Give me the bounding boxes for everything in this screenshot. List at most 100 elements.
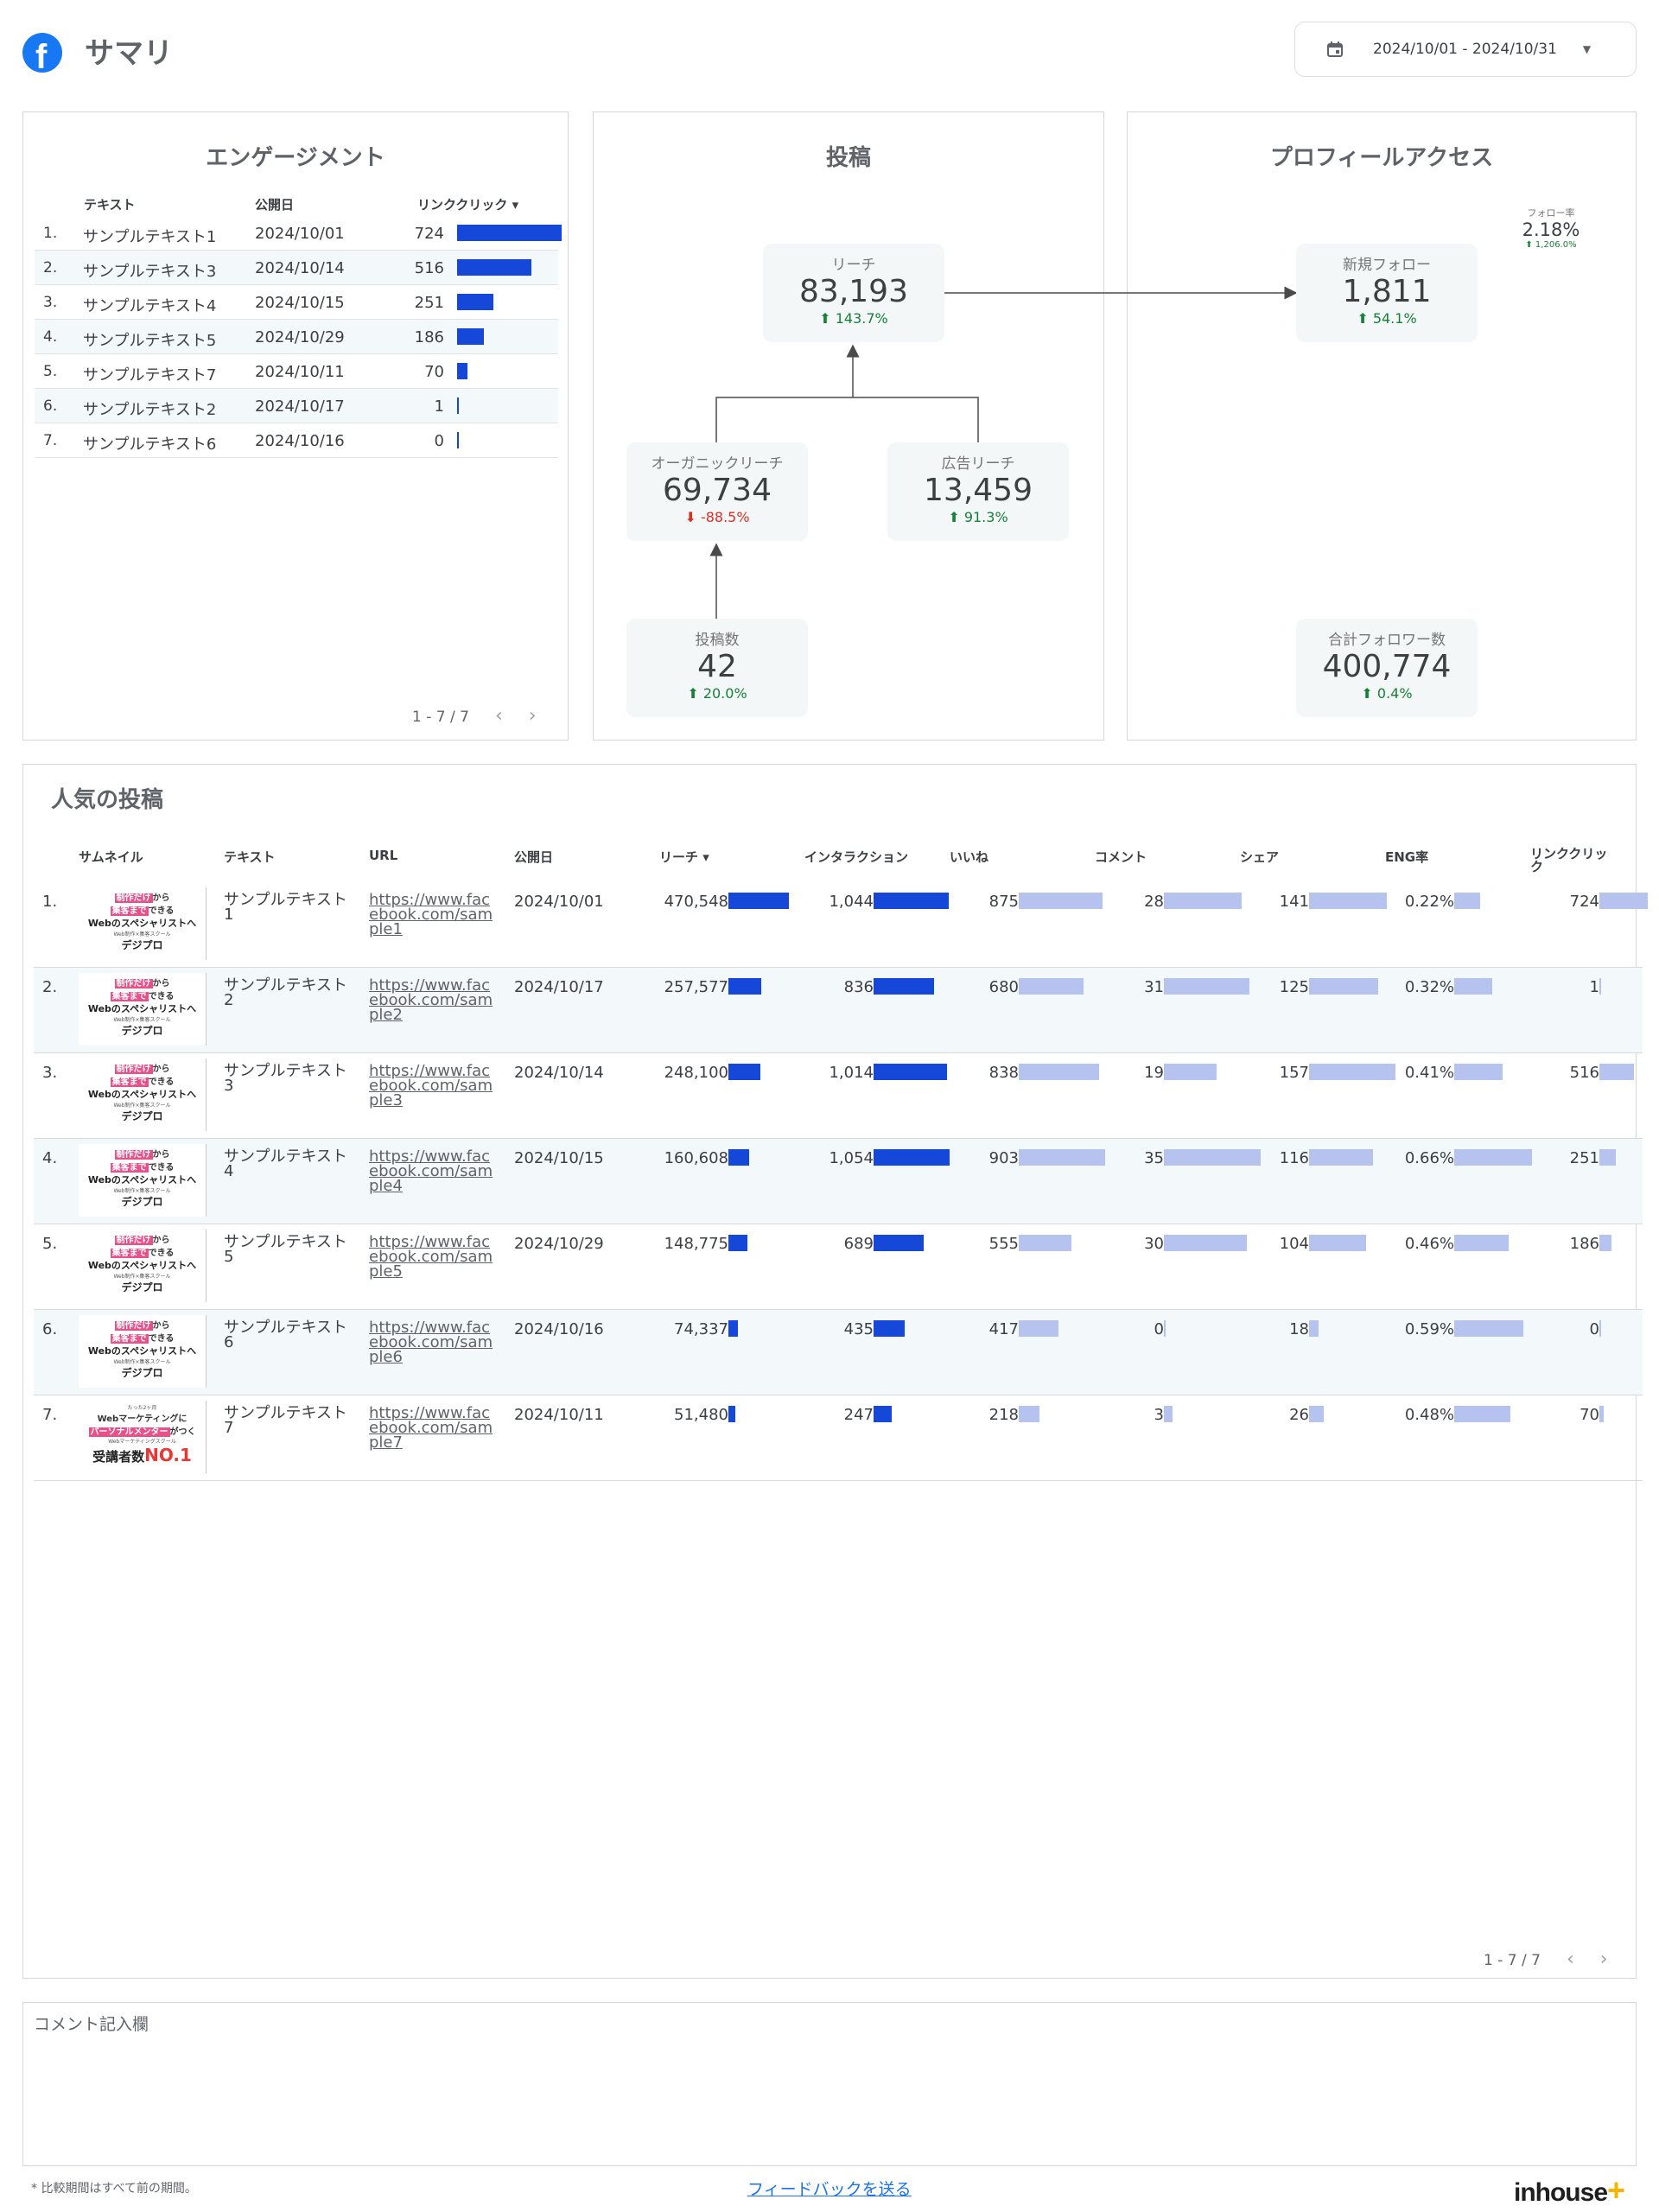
column-header-text[interactable]: テキスト	[84, 197, 136, 213]
row-url-link[interactable]: https://www.facebook.com/sample1	[369, 891, 493, 938]
table-row[interactable]: 1. サンプルテキスト1 2024/10/01 724	[35, 216, 562, 251]
chevron-right-icon[interactable]: ›	[528, 705, 537, 727]
table-row[interactable]: 2. 制作だけ から 集客まで できる Webのスペシャリストへ Web制作×集客ス…	[34, 968, 1643, 1053]
row-shares: 18	[1289, 1320, 1309, 1338]
thumb-highlight: 制作だけ	[114, 1150, 153, 1160]
row-url-link[interactable]: https://www.facebook.com/sample3	[369, 1062, 493, 1109]
inter-bar	[874, 1235, 924, 1251]
column-header-link-clicks[interactable]: リンククリック ▾	[417, 197, 519, 213]
row-number: 1.	[42, 893, 58, 911]
table-row[interactable]: 4. サンプルテキスト5 2024/10/29 186	[35, 320, 558, 354]
comments-bar	[1164, 978, 1250, 995]
table-row[interactable]: 2. サンプルテキスト3 2024/10/14 516	[35, 251, 558, 285]
thumb-highlight: 集客まで	[110, 1249, 149, 1258]
row-number: 4.	[43, 328, 58, 346]
post-thumbnail[interactable]: 制作だけ から 集客まで できる Webのスペシャリストへ Web制作×集客スクール…	[79, 1058, 207, 1131]
post-thumbnail[interactable]: 制作だけ から 集客まで できる Webのスペシャリストへ Web制作×集客スクール…	[79, 887, 207, 960]
row-comments: 28	[1144, 893, 1164, 911]
chevron-left-icon[interactable]: ‹	[494, 705, 503, 727]
kpi-value: 83,193	[799, 274, 908, 309]
post-thumbnail[interactable]: 制作だけ から 集客まで できる Webのスペシャリストへ Web制作×集客スクール…	[79, 973, 207, 1046]
row-text: サンプルテキスト4	[83, 297, 217, 315]
row-comments: 31	[1144, 978, 1164, 996]
eng-bar	[1454, 1149, 1532, 1166]
column-header-interaction[interactable]: インタラクション	[804, 849, 909, 865]
row-eng: 0.32%	[1404, 978, 1454, 996]
column-header-link-clicks[interactable]: リンククリック	[1530, 846, 1608, 874]
row-likes: 680	[988, 978, 1019, 996]
reach-bar	[728, 1235, 748, 1251]
kpi-reach: リーチ 83,193 ⬆ 143.7%	[763, 244, 944, 342]
comments-bar	[1164, 1406, 1173, 1422]
clicks-bar	[1599, 1064, 1634, 1080]
kpi-total-followers: 合計フォロワー数 400,774 ⬆ 0.4%	[1296, 619, 1478, 717]
row-likes: 417	[988, 1320, 1019, 1338]
brand-logo: inhouse+	[1514, 2172, 1625, 2209]
row-reach: 74,337	[674, 1320, 728, 1338]
post-thumbnail[interactable]: 制作だけ から 集客まで できる Webのスペシャリストへ Web制作×集客スクール…	[79, 1230, 207, 1302]
post-thumbnail[interactable]: たった2ヶ月 Webマーケティングに パーソナルメンター がつく Webマーケティ…	[79, 1401, 207, 1473]
row-likes: 218	[988, 1406, 1019, 1424]
thumb-caption: Web制作×集客スクール	[113, 931, 171, 938]
thumb-caption: Webのスペシャリストへ	[87, 1260, 197, 1271]
row-url-link[interactable]: https://www.facebook.com/sample5	[369, 1233, 493, 1281]
column-header-likes[interactable]: いいね	[950, 849, 989, 865]
post-thumbnail[interactable]: 制作だけ から 集客まで できる Webのスペシャリストへ Web制作×集客スクール…	[79, 1315, 207, 1388]
column-header-eng-rate[interactable]: ENG率	[1385, 849, 1429, 865]
comment-box[interactable]: コメント記入欄	[22, 2002, 1637, 2166]
column-header-shares[interactable]: シェア	[1240, 849, 1280, 865]
table-row[interactable]: 3. 制作だけ から 集客まで できる Webのスペシャリストへ Web制作×集客ス…	[34, 1053, 1643, 1139]
table-row[interactable]: 7. たった2ヶ月 Webマーケティングに パーソナルメンター がつく Webマー…	[34, 1395, 1643, 1481]
column-header-thumbnail[interactable]: サムネイル	[79, 849, 143, 865]
feedback-link[interactable]: フィードバックを送る	[747, 2180, 912, 2199]
thumb-caption: Web制作×集客スクール	[113, 1017, 171, 1023]
engagement-panel: エンゲージメント テキスト 公開日 リンククリック ▾ 1. サンプルテキスト1 2…	[22, 111, 569, 741]
row-url-link[interactable]: https://www.facebook.com/sample2	[369, 976, 493, 1024]
thumb-caption: デジプロ	[121, 939, 163, 951]
clicks-bar	[1599, 978, 1601, 995]
row-url-link[interactable]: https://www.facebook.com/sample7	[369, 1404, 493, 1452]
row-number: 6.	[42, 1320, 58, 1338]
shares-bar	[1309, 1406, 1324, 1422]
column-header-date[interactable]: 公開日	[514, 849, 554, 865]
table-row[interactable]: 5. サンプルテキスト7 2024/10/11 70	[35, 354, 558, 389]
inter-bar	[874, 1406, 892, 1422]
column-header-comments[interactable]: コメント	[1095, 849, 1147, 865]
column-header-reach[interactable]: リーチ ▾	[659, 849, 709, 865]
kpi-label: 広告リーチ	[941, 455, 1015, 473]
row-text: サンプルテキスト2	[83, 401, 217, 419]
thumb-highlight: 集客まで	[110, 1163, 149, 1173]
table-row[interactable]: 5. 制作だけ から 集客まで できる Webのスペシャリストへ Web制作×集客ス…	[34, 1224, 1643, 1310]
column-header-url[interactable]: URL	[369, 848, 398, 863]
thumb-caption: から	[152, 1065, 170, 1074]
row-url-link[interactable]: https://www.facebook.com/sample6	[369, 1319, 493, 1366]
thumb-caption: デジプロ	[121, 1367, 163, 1379]
table-row[interactable]: 6. 制作だけ から 集客まで できる Webのスペシャリストへ Web制作×集客ス…	[34, 1310, 1643, 1395]
clicks-bar	[1599, 1320, 1601, 1337]
row-clicks: 251	[1569, 1149, 1599, 1167]
table-row[interactable]: 6. サンプルテキスト2 2024/10/17 1	[35, 389, 558, 423]
kpi-new-follows: 新規フォロー 1,811 ⬆ 54.1%	[1296, 244, 1478, 342]
table-row[interactable]: 4. 制作だけ から 集客まで できる Webのスペシャリストへ Web制作×集客ス…	[34, 1139, 1643, 1224]
row-reach: 51,480	[674, 1406, 728, 1424]
table-row[interactable]: 3. サンプルテキスト4 2024/10/15 251	[35, 285, 558, 320]
row-inter: 836	[843, 978, 874, 996]
kpi-label: フォロー率	[1527, 207, 1575, 219]
table-row[interactable]: 1. 制作だけ から 集客まで できる Webのスペシャリストへ Web制作×集客ス…	[34, 882, 1648, 968]
post-thumbnail[interactable]: 制作だけ から 集客まで できる Webのスペシャリストへ Web制作×集客スクール…	[79, 1144, 207, 1217]
chevron-right-icon[interactable]: ›	[1599, 1948, 1608, 1970]
row-date: 2024/10/29	[514, 1235, 604, 1253]
date-range-picker[interactable]: 2024/10/01 - 2024/10/31 ▼	[1294, 22, 1637, 77]
reach-bar	[728, 1149, 749, 1166]
row-url-link[interactable]: https://www.facebook.com/sample4	[369, 1147, 493, 1195]
row-date: 2024/10/17	[514, 978, 604, 996]
chevron-left-icon[interactable]: ‹	[1566, 1948, 1574, 1970]
column-header-date[interactable]: 公開日	[255, 197, 295, 213]
column-header-text[interactable]: テキスト	[224, 849, 276, 865]
kpi-ad-reach: 広告リーチ 13,459 ⬆ 91.3%	[887, 442, 1069, 541]
dropdown-arrow-icon[interactable]: ▼	[1582, 43, 1592, 55]
popular-posts-panel: 人気の投稿 サムネイル テキスト URL 公開日 リーチ ▾ インタラクション …	[22, 764, 1648, 1979]
comments-bar	[1164, 1149, 1261, 1166]
thumb-caption: できる	[148, 906, 175, 916]
table-row[interactable]: 7. サンプルテキスト6 2024/10/16 0	[35, 423, 558, 458]
